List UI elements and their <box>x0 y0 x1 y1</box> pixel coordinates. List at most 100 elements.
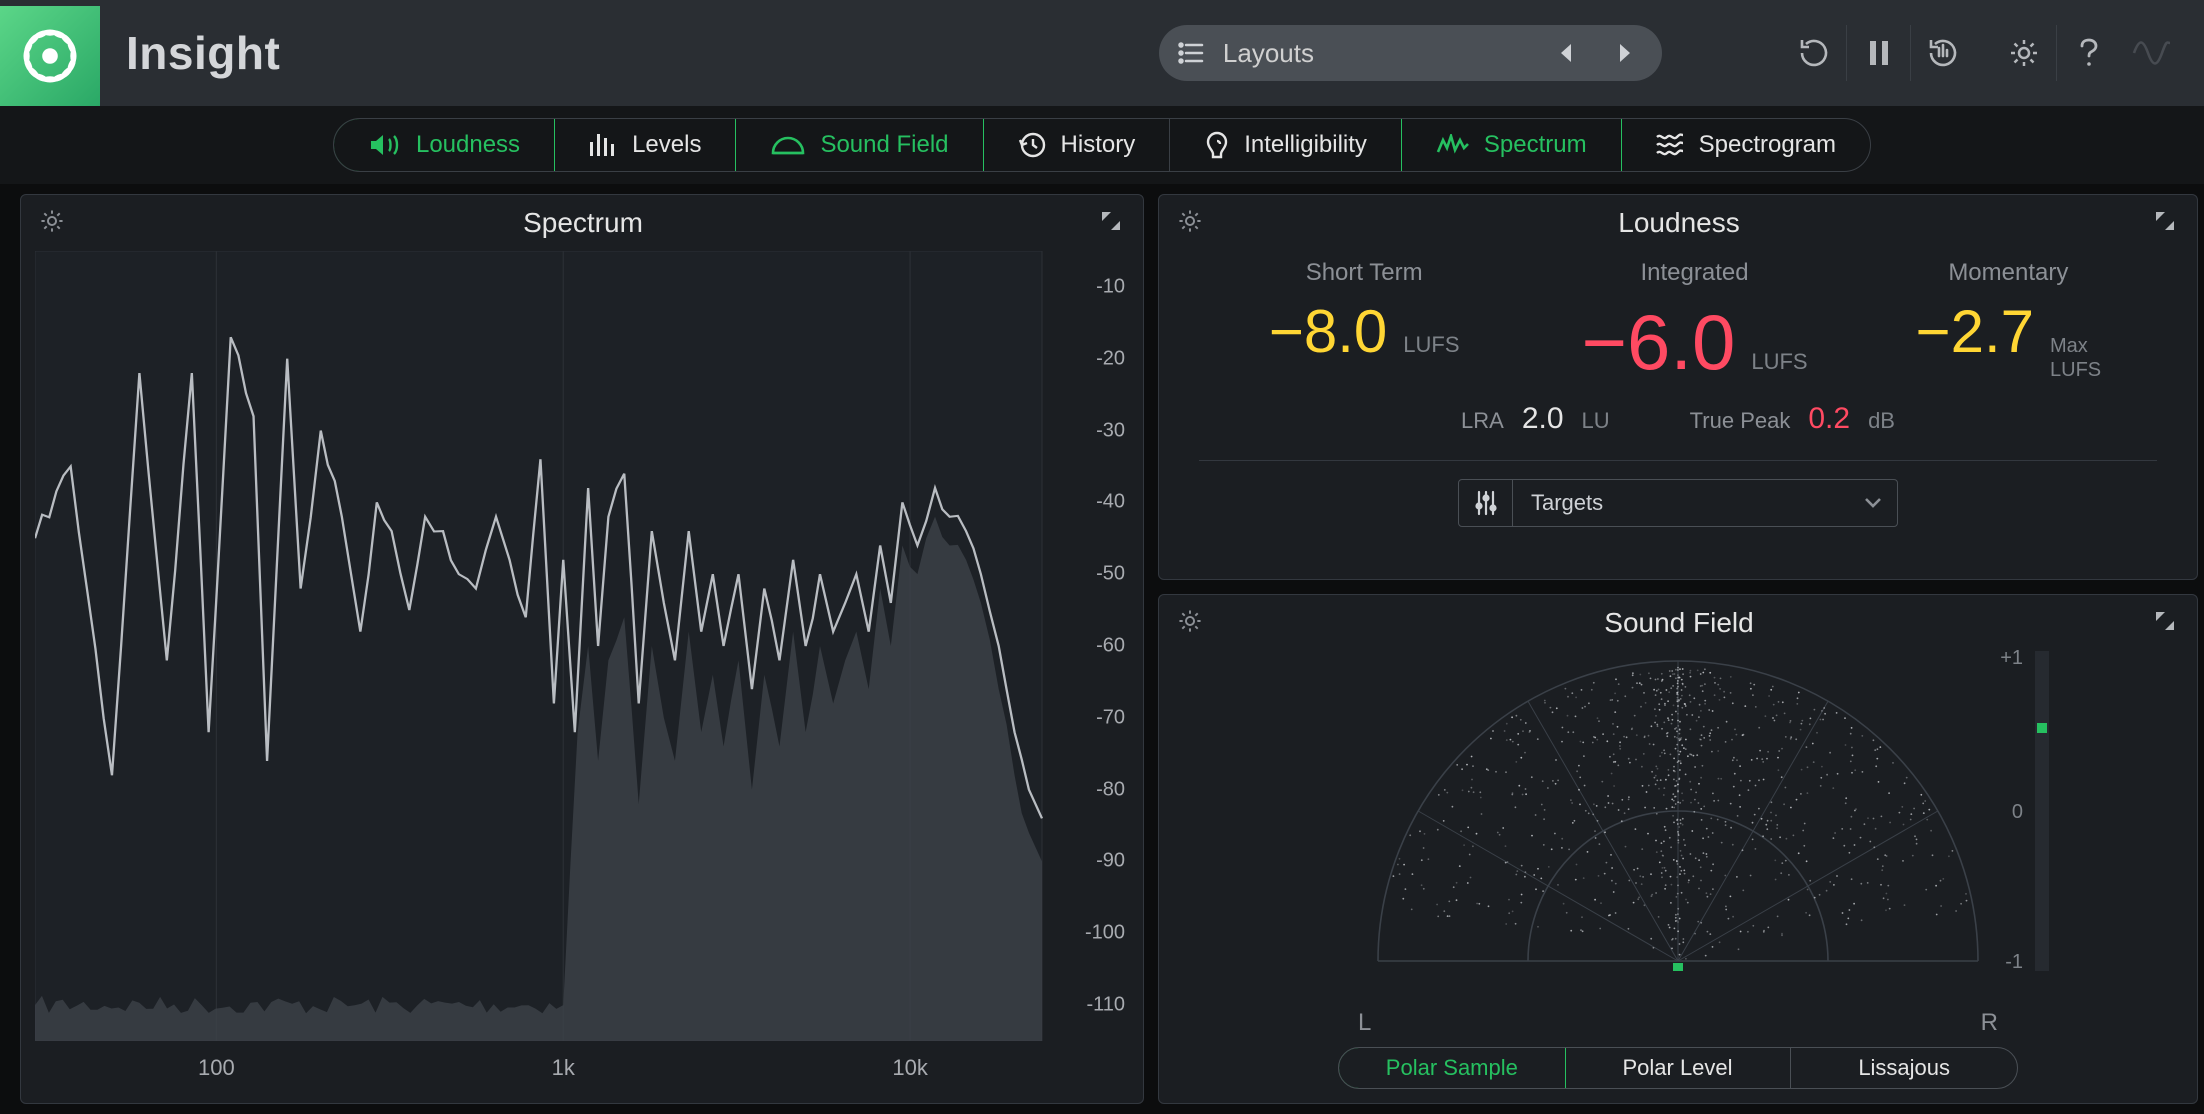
spec-ytick: -110 <box>1086 994 1125 1017</box>
sf-mode-polar-sample[interactable]: Polar Sample <box>1338 1047 1566 1089</box>
spec-ytick: -100 <box>1085 922 1125 945</box>
list-icon <box>1159 42 1223 64</box>
tab-label: Spectrum <box>1484 131 1587 159</box>
tab-label: Spectrogram <box>1699 131 1836 159</box>
spec-ytick: -30 <box>1096 419 1125 442</box>
spectrogram-icon <box>1655 132 1685 158</box>
layout-next-button[interactable] <box>1598 25 1662 81</box>
tab-label: Levels <box>632 131 701 159</box>
toolbar <box>1782 25 2184 81</box>
spec-xtick: 100 <box>198 1055 235 1081</box>
levels-icon <box>588 132 618 158</box>
refresh-button[interactable] <box>1782 25 1846 81</box>
short-term-unit: LUFS <box>1403 332 1459 358</box>
pause-button[interactable] <box>1846 25 1910 81</box>
layout-prev-button[interactable] <box>1534 25 1598 81</box>
layouts-dropdown[interactable]: Layouts <box>1159 25 1662 81</box>
tab-levels[interactable]: Levels <box>554 119 736 171</box>
sf-left-label: L <box>1358 1009 1371 1037</box>
panel-expand-button[interactable] <box>2153 609 2179 638</box>
soundfield-mode-segments: Polar SamplePolar LevelLissajous <box>1338 1047 2018 1089</box>
scale-bot: -1 <box>1983 951 2023 974</box>
momentary-label: Momentary <box>1860 259 2157 287</box>
correlation-scale: +1 0 -1 <box>1983 651 2023 971</box>
tab-spectrum[interactable]: Spectrum <box>1401 118 1622 172</box>
layouts-control: Layouts <box>1159 25 1662 81</box>
lra-unit: LU <box>1582 408 1610 434</box>
panel-settings-button[interactable] <box>39 208 67 239</box>
panel-expand-button[interactable] <box>2153 209 2179 238</box>
intelligibility-icon <box>1204 130 1230 160</box>
spec-ytick: -20 <box>1096 347 1125 370</box>
loudness-icon <box>368 132 402 158</box>
targets-dropdown[interactable]: Targets <box>1458 479 1898 527</box>
tab-soundfield[interactable]: Sound Field <box>735 118 983 172</box>
history-icon <box>1017 131 1047 159</box>
panel-title: Spectrum <box>67 207 1099 239</box>
tab-loudness[interactable]: Loudness <box>333 118 555 172</box>
truepeak-value: 0.2 <box>1808 402 1850 436</box>
tab-label: History <box>1061 131 1136 159</box>
spec-ytick: -80 <box>1096 778 1125 801</box>
lra-value: 2.0 <box>1522 402 1564 436</box>
truepeak-unit: dB <box>1868 408 1895 434</box>
integrated-label: Integrated <box>1529 259 1859 287</box>
divider <box>1199 460 2157 461</box>
spec-xtick: 10k <box>892 1055 927 1081</box>
spec-xtick: 1k <box>552 1055 575 1081</box>
tab-label: Loudness <box>416 131 520 159</box>
sliders-icon <box>1459 480 1513 526</box>
panel-soundfield: Sound Field +1 0 -1 L R P <box>1158 594 2198 1104</box>
sf-right-label: R <box>1981 1009 1998 1037</box>
panel-expand-button[interactable] <box>1099 209 1125 238</box>
integrated-value: −6.0 <box>1581 297 1735 388</box>
layouts-label: Layouts <box>1223 38 1534 69</box>
tab-label: Sound Field <box>820 131 948 159</box>
short-term-label: Short Term <box>1199 259 1529 287</box>
scale-mid: 0 <box>1983 801 2023 824</box>
sf-mode-lissajous[interactable]: Lissajous <box>1791 1048 2017 1088</box>
spec-ytick: -50 <box>1096 563 1125 586</box>
momentary-side-top: Max <box>2050 334 2101 358</box>
settings-button[interactable] <box>1992 25 2056 81</box>
tabstrip: Loudness Levels Sound Field History Intellig… <box>0 106 2204 184</box>
app-title: Insight <box>126 26 280 80</box>
spec-ytick: -60 <box>1096 635 1125 658</box>
main-grid: Loudness Short Term −8.0 LUFS Integrated… <box>0 184 2204 1114</box>
spec-ytick: -90 <box>1096 850 1125 873</box>
tab-history[interactable]: History <box>983 119 1171 171</box>
scale-top: +1 <box>1983 647 2023 670</box>
panel-title: Sound Field <box>1205 607 2153 639</box>
soundfield-chart <box>1338 651 2018 981</box>
spectrum-chart: -10 -20 -30 -40 -50 -60 -70 -80 -90 -100 -110 <box>35 251 1123 1041</box>
reset-meters-button[interactable] <box>1910 25 1974 81</box>
correlation-meter <box>2035 651 2049 971</box>
panel-settings-button[interactable] <box>1177 608 1205 639</box>
tab-intelligibility[interactable]: Intelligibility <box>1170 119 1402 171</box>
panel-title: Loudness <box>1205 207 2153 239</box>
panel-spectrum: Spectrum -10 -20 -30 -40 -50 -60 -70 -80 -90 -100… <box>20 194 1144 1104</box>
targets-label: Targets <box>1513 490 1849 516</box>
spec-ytick: -70 <box>1096 706 1125 729</box>
tab-label: Intelligibility <box>1244 131 1367 159</box>
lra-label: LRA <box>1461 408 1504 434</box>
spectrum-icon <box>1436 134 1470 156</box>
titlebar: Insight Layouts <box>0 0 2204 106</box>
tab-group: Loudness Levels Sound Field History Intellig… <box>333 118 1871 172</box>
truepeak-label: True Peak <box>1690 408 1791 434</box>
panel-settings-button[interactable] <box>1177 208 1205 239</box>
chevron-down-icon <box>1849 496 1897 510</box>
sf-mode-polar-level[interactable]: Polar Level <box>1565 1048 1792 1088</box>
panel-loudness: Loudness Short Term −8.0 LUFS Integrated… <box>1158 194 2198 580</box>
wave-icon <box>2120 25 2184 81</box>
momentary-side-bot: LUFS <box>2050 358 2101 382</box>
short-term-value: −8.0 <box>1269 297 1387 366</box>
momentary-value: −2.7 <box>1916 297 2034 366</box>
spec-ytick: -40 <box>1096 491 1125 514</box>
help-button[interactable] <box>2056 25 2120 81</box>
spectrum-xaxis: 100 1k 10k <box>35 1047 1123 1089</box>
tab-spectrogram[interactable]: Spectrogram <box>1621 119 1870 171</box>
soundfield-icon <box>770 134 806 156</box>
spec-ytick: -10 <box>1096 275 1125 298</box>
integrated-unit: LUFS <box>1751 349 1807 375</box>
